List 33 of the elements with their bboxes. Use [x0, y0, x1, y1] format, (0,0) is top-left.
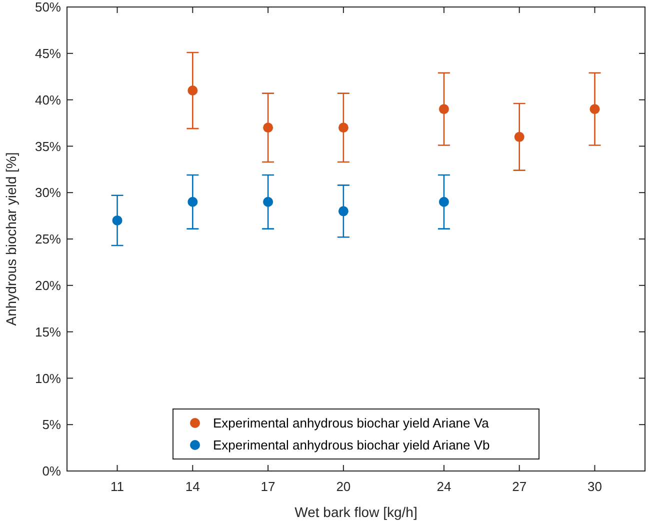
y-axis-title: Anhydrous biochar yield [%]: [3, 152, 19, 326]
x-tick-label: 30: [588, 479, 602, 494]
legend-label: Experimental anhydrous biochar yield Ariane Va: [213, 416, 490, 431]
point: [112, 215, 122, 226]
y-tick-label: 30%: [34, 185, 62, 200]
y-tick-label: 35%: [34, 138, 62, 154]
y-tick-label: 40%: [34, 92, 62, 108]
x-tick-label: 27: [512, 479, 527, 494]
x-tick-label: 20: [336, 479, 351, 494]
point: [188, 196, 198, 207]
x-tick-label: 17: [260, 479, 276, 494]
point: [438, 104, 449, 114]
x-tick-label: 11: [110, 479, 124, 494]
point: [438, 196, 449, 207]
y-tick-label: 10%: [34, 370, 62, 386]
point: [263, 196, 274, 207]
legend-label: Experimental anhydrous biochar yield Ariane Vb: [213, 438, 490, 453]
point: [590, 104, 600, 114]
x-tick-label: 24: [436, 479, 452, 494]
y-tick-label: 25%: [34, 232, 62, 247]
y-tick-label: 5%: [42, 417, 62, 432]
point: [338, 206, 348, 216]
x-axis-title: Wet bark flow [kg/h]: [294, 504, 418, 520]
point: [514, 132, 524, 142]
y-tick-label: 50%: [34, 0, 62, 15]
point: [338, 122, 348, 133]
point: [263, 122, 274, 133]
x-tick-label: 14: [185, 479, 200, 494]
y-tick-label: 15%: [34, 324, 62, 340]
y-tick-label: 0%: [42, 464, 62, 479]
y-tick-label: 20%: [34, 278, 62, 293]
y-tick-label: 45%: [34, 46, 62, 61]
point: [188, 86, 198, 96]
